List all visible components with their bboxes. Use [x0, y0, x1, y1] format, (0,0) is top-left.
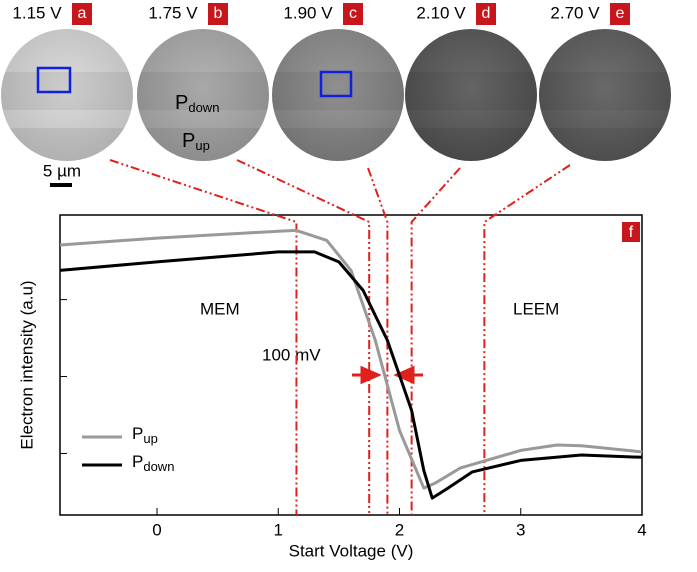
image-panels — [1, 29, 671, 161]
panel-label: 2.10 V — [416, 3, 466, 22]
annotation: MEM — [200, 299, 240, 318]
x-tick-label: 1 — [274, 520, 283, 539]
panel-letter: e — [616, 5, 625, 22]
shade — [539, 29, 671, 161]
panel-letter: c — [349, 5, 357, 22]
marker-line — [109, 159, 298, 515]
marker-line — [410, 167, 461, 515]
panel-letter: a — [78, 5, 87, 22]
roi — [319, 70, 353, 98]
panel-letter-box — [610, 3, 630, 25]
scale-label: 5 µm — [43, 161, 81, 180]
series-line — [59, 250, 643, 500]
panel-letter-box — [343, 3, 363, 25]
panel-letter-box — [72, 3, 92, 25]
marker-line — [367, 167, 389, 515]
annotation: LEEM — [513, 299, 559, 318]
y-axis-label: Electron intensity (a.u) — [17, 280, 36, 449]
shade — [405, 29, 537, 161]
scale-bar — [50, 183, 72, 187]
panel-letter-box — [622, 222, 640, 242]
x-tick-label: 3 — [516, 520, 525, 539]
plot-frame — [59, 214, 643, 516]
panel-letter: d — [482, 5, 491, 22]
x-tick-label: 2 — [395, 520, 404, 539]
arrow — [352, 365, 382, 385]
series-line — [59, 228, 643, 490]
shade — [1, 29, 133, 161]
marker-line — [236, 159, 371, 515]
marker-line — [483, 164, 571, 515]
shade — [137, 29, 269, 161]
panel-label: 1.15 V — [12, 3, 62, 22]
annotation: 100 mV — [262, 345, 321, 364]
x-tick-label: 4 — [637, 520, 646, 539]
panel-label: 1.90 V — [283, 3, 333, 22]
panel-letter: b — [214, 5, 223, 22]
roi — [36, 66, 72, 94]
panel-letter-box — [476, 3, 496, 25]
legend-label: Pup — [132, 424, 158, 446]
x-tick-label: 0 — [152, 520, 161, 539]
x-axis-label: Start Voltage (V) — [289, 541, 414, 560]
panel-label: 1.75 V — [148, 3, 198, 22]
image-label: Pup — [182, 130, 210, 153]
panel-letter: f — [629, 224, 634, 241]
arrow — [393, 365, 423, 385]
legend-label: Pdown — [132, 452, 174, 474]
image-label: Pdown — [175, 92, 219, 115]
panel-letter-box — [208, 3, 228, 25]
panel-label: 2.70 V — [550, 3, 600, 22]
